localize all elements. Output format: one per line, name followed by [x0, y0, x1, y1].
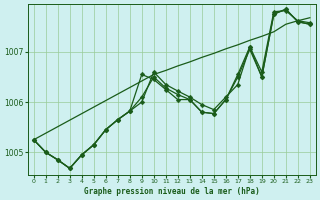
- X-axis label: Graphe pression niveau de la mer (hPa): Graphe pression niveau de la mer (hPa): [84, 187, 260, 196]
